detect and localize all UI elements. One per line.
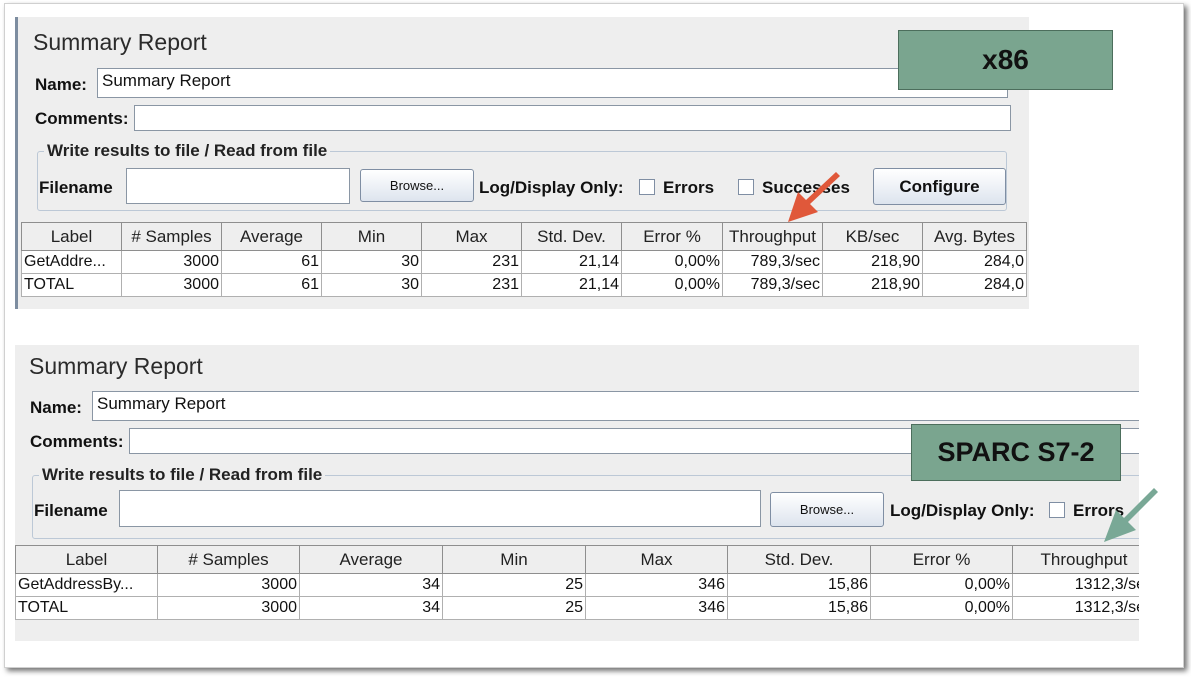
- column-header[interactable]: Throughput: [1012, 545, 1139, 574]
- table-cell: 231: [421, 250, 522, 274]
- table-cell: 30: [321, 250, 422, 274]
- table-cell: 34: [299, 596, 443, 620]
- table-cell: 25: [442, 573, 586, 597]
- column-header[interactable]: Std. Dev.: [521, 222, 622, 251]
- browse-button[interactable]: Browse...: [770, 492, 884, 527]
- column-header[interactable]: Min: [321, 222, 422, 251]
- table-cell: GetAddressBy...: [15, 573, 158, 597]
- table-cell: 346: [585, 573, 728, 597]
- table-cell: 3000: [121, 250, 222, 274]
- table-cell: GetAddre...: [21, 250, 122, 274]
- table-cell: 0,00%: [870, 596, 1013, 620]
- group-legend: Write results to file / Read from file: [39, 465, 326, 485]
- table-cell: 21,14: [521, 273, 622, 297]
- errors-checkbox[interactable]: [1049, 502, 1065, 518]
- results-table: Label # Samples Average Min Max Std. Dev. Erro…: [15, 545, 1139, 620]
- table-cell: 0,00%: [621, 273, 723, 297]
- table-cell: TOTAL: [21, 273, 122, 297]
- filename-input[interactable]: [119, 490, 761, 527]
- panel-title: Summary Report: [33, 29, 207, 55]
- comments-field[interactable]: [134, 105, 1011, 131]
- column-header[interactable]: KB/sec: [822, 222, 923, 251]
- filename-label: Filename: [39, 178, 113, 197]
- table-cell: 15,86: [727, 573, 871, 597]
- write-results-group: Write results to file / Read from file: [37, 141, 1007, 211]
- column-header[interactable]: Label: [15, 545, 158, 574]
- table-cell: TOTAL: [15, 596, 158, 620]
- table-cell: 789,3/sec: [722, 273, 823, 297]
- table-cell: 1312,3/sec: [1012, 596, 1139, 620]
- arrow-down-left-icon: [788, 172, 840, 222]
- table-cell: 231: [421, 273, 522, 297]
- column-header[interactable]: # Samples: [121, 222, 222, 251]
- column-header[interactable]: Throughput: [722, 222, 823, 251]
- table-cell: 218,90: [822, 250, 923, 274]
- summary-report-panel-x86: Summary Report Name: Summary Report Comm…: [15, 17, 1029, 309]
- table-cell: 3000: [157, 573, 300, 597]
- column-header[interactable]: Avg. Bytes: [922, 222, 1027, 251]
- errors-label: Errors: [663, 178, 715, 197]
- errors-label: Errors: [1073, 501, 1125, 520]
- table-cell: 21,14: [521, 250, 622, 274]
- panel-title: Summary Report: [29, 353, 203, 379]
- table-cell: 789,3/sec: [722, 250, 823, 274]
- table-row[interactable]: GetAddressBy... 3000 34 25 346 15,86 0,00% 1312…: [15, 573, 1139, 597]
- table-cell: 61: [221, 273, 322, 297]
- name-label: Name:: [35, 75, 87, 94]
- table-cell: 15,86: [727, 596, 871, 620]
- errors-checkbox[interactable]: [639, 179, 655, 195]
- column-header[interactable]: # Samples: [157, 545, 300, 574]
- log-display-only-label: Log/Display Only:: [479, 178, 624, 197]
- filename-label: Filename: [34, 501, 108, 520]
- table-cell: 3000: [121, 273, 222, 297]
- name-label: Name:: [30, 398, 82, 417]
- summary-report-panel-sparc: Summary Report Name: Summary Report Comm…: [15, 345, 1139, 641]
- table-row[interactable]: GetAddre... 3000 61 30 231 21,14 0,00% 789,3/se…: [21, 250, 1027, 274]
- group-legend: Write results to file / Read from file: [44, 141, 331, 161]
- table-cell: 25: [442, 596, 586, 620]
- column-header[interactable]: Max: [585, 545, 728, 574]
- configure-button[interactable]: Configure: [873, 168, 1006, 205]
- log-display-only-label: Log/Display Only:: [890, 501, 1035, 520]
- table-cell: 0,00%: [870, 573, 1013, 597]
- table-cell: 3000: [157, 596, 300, 620]
- column-header[interactable]: Error %: [621, 222, 723, 251]
- comments-label: Comments:: [35, 109, 129, 128]
- column-header[interactable]: Average: [299, 545, 443, 574]
- table-cell: 30: [321, 273, 422, 297]
- table-cell: 284,0: [922, 250, 1027, 274]
- table-cell: 34: [299, 573, 443, 597]
- table-cell: 0,00%: [621, 250, 723, 274]
- column-header[interactable]: Min: [442, 545, 586, 574]
- name-field[interactable]: Summary Report: [92, 391, 1139, 421]
- name-field[interactable]: Summary Report: [97, 68, 1008, 98]
- platform-tag-x86: x86: [898, 30, 1113, 90]
- table-cell: 218,90: [822, 273, 923, 297]
- successes-checkbox[interactable]: [738, 179, 754, 195]
- column-header[interactable]: Max: [421, 222, 522, 251]
- column-header[interactable]: Average: [221, 222, 322, 251]
- column-header[interactable]: Error %: [870, 545, 1013, 574]
- results-table: Label # Samples Average Min Max Std. Dev. Erro…: [21, 222, 1027, 297]
- table-cell: 284,0: [922, 273, 1027, 297]
- column-header[interactable]: Label: [21, 222, 122, 251]
- table-cell: 61: [221, 250, 322, 274]
- table-cell: 346: [585, 596, 728, 620]
- table-row[interactable]: TOTAL 3000 61 30 231 21,14 0,00% 789,3/sec 218,9…: [21, 273, 1027, 297]
- write-results-group: Write results to file / Read from file: [32, 465, 1139, 539]
- arrow-down-left-icon: [1104, 488, 1158, 542]
- platform-tag-sparc: SPARC S7-2: [911, 424, 1121, 481]
- filename-input[interactable]: [126, 168, 350, 204]
- table-cell: 1312,3/sec: [1012, 573, 1139, 597]
- comments-label: Comments:: [30, 432, 124, 451]
- column-header[interactable]: Std. Dev.: [727, 545, 871, 574]
- browse-button[interactable]: Browse...: [360, 169, 474, 202]
